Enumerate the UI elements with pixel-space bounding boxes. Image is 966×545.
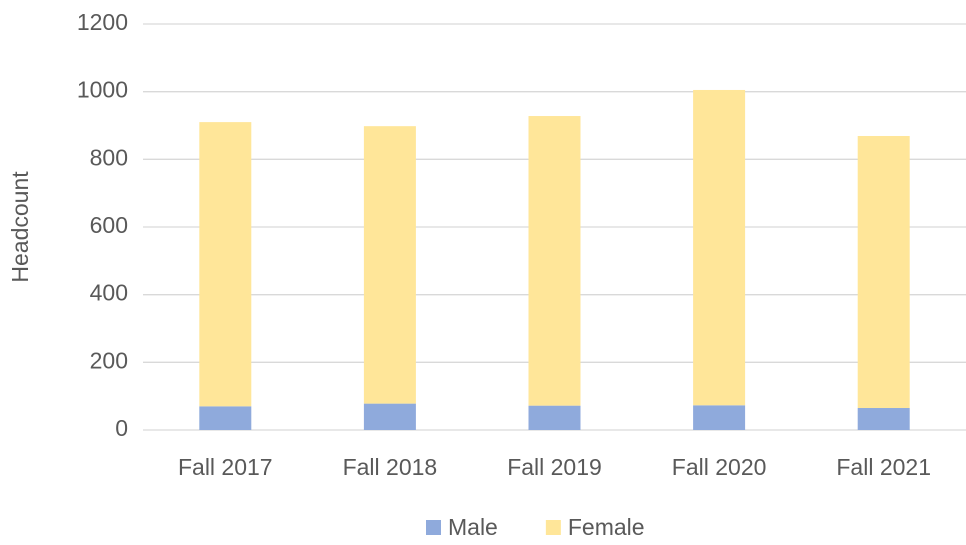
y-axis-title: Headcount xyxy=(7,171,33,283)
bar-segment xyxy=(528,116,581,406)
x-tick-label: Fall 2018 xyxy=(343,454,438,480)
legend-label: Male xyxy=(448,514,498,540)
y-tick-label: 1000 xyxy=(77,77,128,103)
legend-swatch xyxy=(426,520,441,535)
bar-segment xyxy=(528,405,581,430)
legend-label: Female xyxy=(568,514,645,540)
bar-segment xyxy=(199,122,252,407)
y-tick-label: 1200 xyxy=(77,9,128,35)
x-tick-label: Fall 2020 xyxy=(672,454,767,480)
bar-segment xyxy=(363,403,416,430)
y-tick-label: 400 xyxy=(90,280,128,306)
bar-segment xyxy=(857,135,910,409)
y-tick-label: 0 xyxy=(115,415,128,441)
x-tick-label: Fall 2021 xyxy=(836,454,931,480)
bar-segment xyxy=(199,406,252,430)
bar-segment xyxy=(693,89,746,406)
x-tick-label: Fall 2017 xyxy=(178,454,273,480)
y-tick-label: 800 xyxy=(90,144,128,170)
bar-segment xyxy=(693,405,746,430)
legend-swatch xyxy=(545,520,561,535)
bar-segment xyxy=(857,408,910,430)
bar-segment xyxy=(363,126,416,404)
y-tick-label: 600 xyxy=(90,212,128,238)
x-tick-label: Fall 2019 xyxy=(507,454,602,480)
y-tick-label: 200 xyxy=(90,347,128,373)
